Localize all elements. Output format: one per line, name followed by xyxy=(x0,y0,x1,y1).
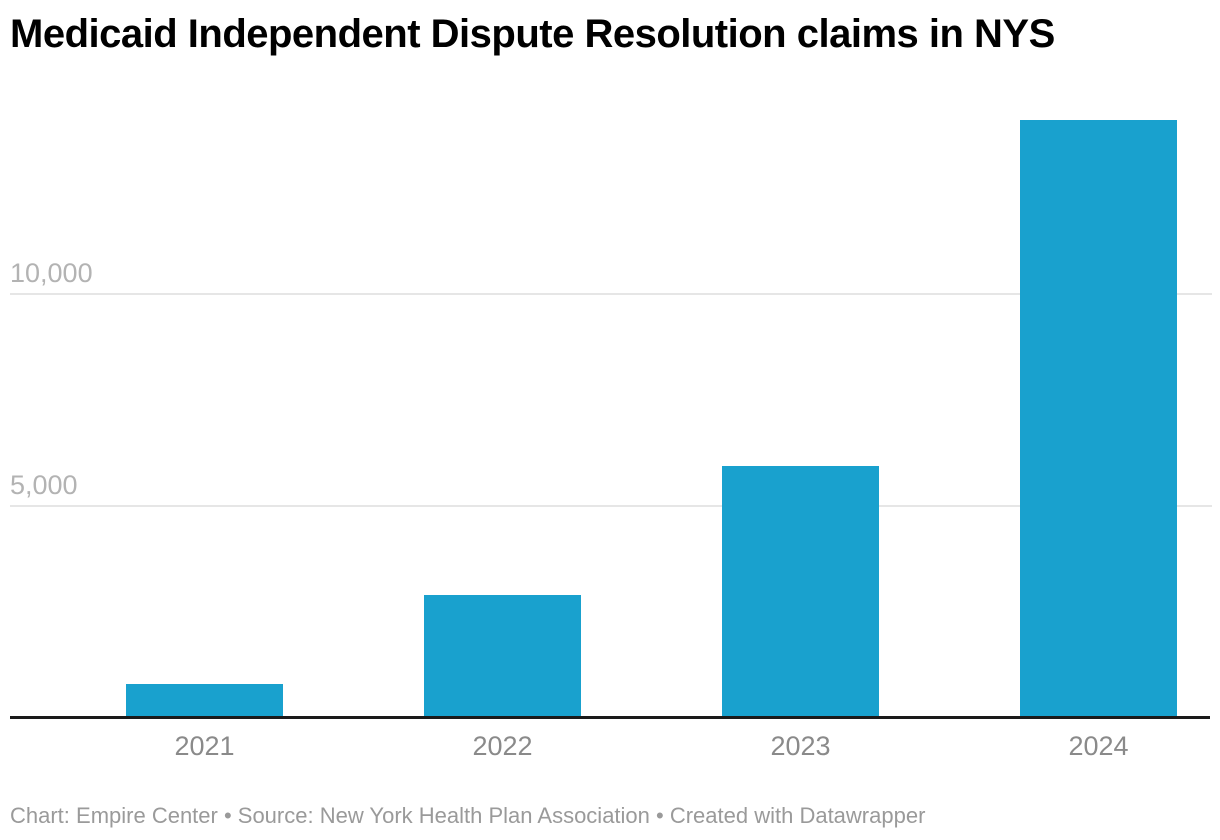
x-tick-label-2023: 2023 xyxy=(770,731,831,761)
y-tick-label-10000: 10,000 xyxy=(10,258,93,288)
x-tick-label-2022: 2022 xyxy=(472,731,533,761)
bar-2023 xyxy=(722,466,879,716)
gridline-10000 xyxy=(10,293,1212,295)
x-tick-label-2024: 2024 xyxy=(1068,731,1129,761)
y-tick-label-5000: 5,000 xyxy=(10,470,78,500)
chart-footer: Chart: Empire Center • Source: New York … xyxy=(10,803,926,828)
bar-2021 xyxy=(126,684,283,716)
chart-title: Medicaid Independent Dispute Resolution … xyxy=(10,12,1055,56)
gridline-5000 xyxy=(10,505,1212,507)
bar-2022 xyxy=(424,595,581,716)
x-tick-label-2021: 2021 xyxy=(174,731,235,761)
bar-2024 xyxy=(1020,120,1177,716)
x-axis-line xyxy=(10,716,1210,719)
